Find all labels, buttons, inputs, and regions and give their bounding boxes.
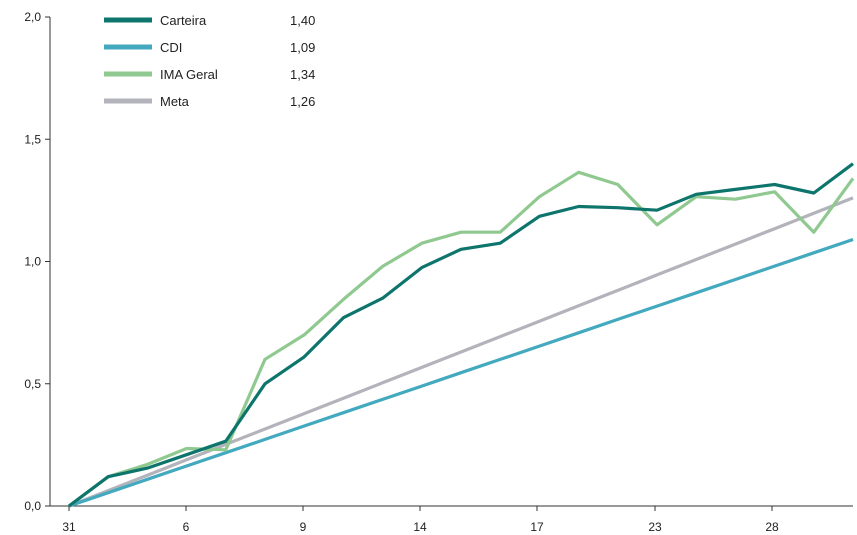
- y-tick-label: 0,0: [24, 499, 41, 513]
- y-tick-label: 0,5: [24, 377, 41, 391]
- legend-item-carteira: Carteira 1,40: [104, 13, 315, 28]
- y-tick-label: 1,0: [24, 255, 41, 269]
- x-tick-label: 6: [183, 520, 190, 534]
- x-tick-label: 14: [413, 520, 427, 534]
- legend-value: 1,34: [290, 67, 315, 82]
- x-tick-label: 28: [765, 520, 779, 534]
- legend-label: IMA Geral: [160, 67, 218, 82]
- x-axis-ticks: 31 6 9 14 17 23 28: [62, 506, 779, 534]
- series-line-carteira: [68, 162, 854, 508]
- y-tick-label: 1,5: [24, 132, 41, 146]
- y-axis-ticks: 0,0 0,5 1,0 1,5 2,0: [24, 10, 50, 513]
- series-lines: [68, 162, 855, 508]
- legend-label: Meta: [160, 94, 190, 109]
- legend-item-ima-geral: IMA Geral 1,34: [104, 67, 315, 82]
- legend-item-meta: Meta 1,26: [104, 94, 315, 109]
- x-tick-label: 23: [648, 520, 662, 534]
- series-line-meta: [68, 196, 854, 508]
- x-tick-label: 9: [300, 520, 307, 534]
- legend-item-cdi: CDI 1,09: [104, 40, 315, 55]
- legend-label: Carteira: [160, 13, 207, 28]
- legend-label: CDI: [160, 40, 182, 55]
- legend-value: 1,40: [290, 13, 315, 28]
- legend-value: 1,26: [290, 94, 315, 109]
- x-tick-label: 31: [62, 520, 76, 534]
- series-line-cdi: [68, 237, 854, 508]
- y-tick-label: 2,0: [24, 10, 41, 24]
- x-tick-label: 17: [530, 520, 544, 534]
- legend-value: 1,09: [290, 40, 315, 55]
- legend: Carteira 1,40 CDI 1,09 IMA Geral 1,34 Meta 1,26: [104, 13, 315, 109]
- axes: [49, 17, 853, 507]
